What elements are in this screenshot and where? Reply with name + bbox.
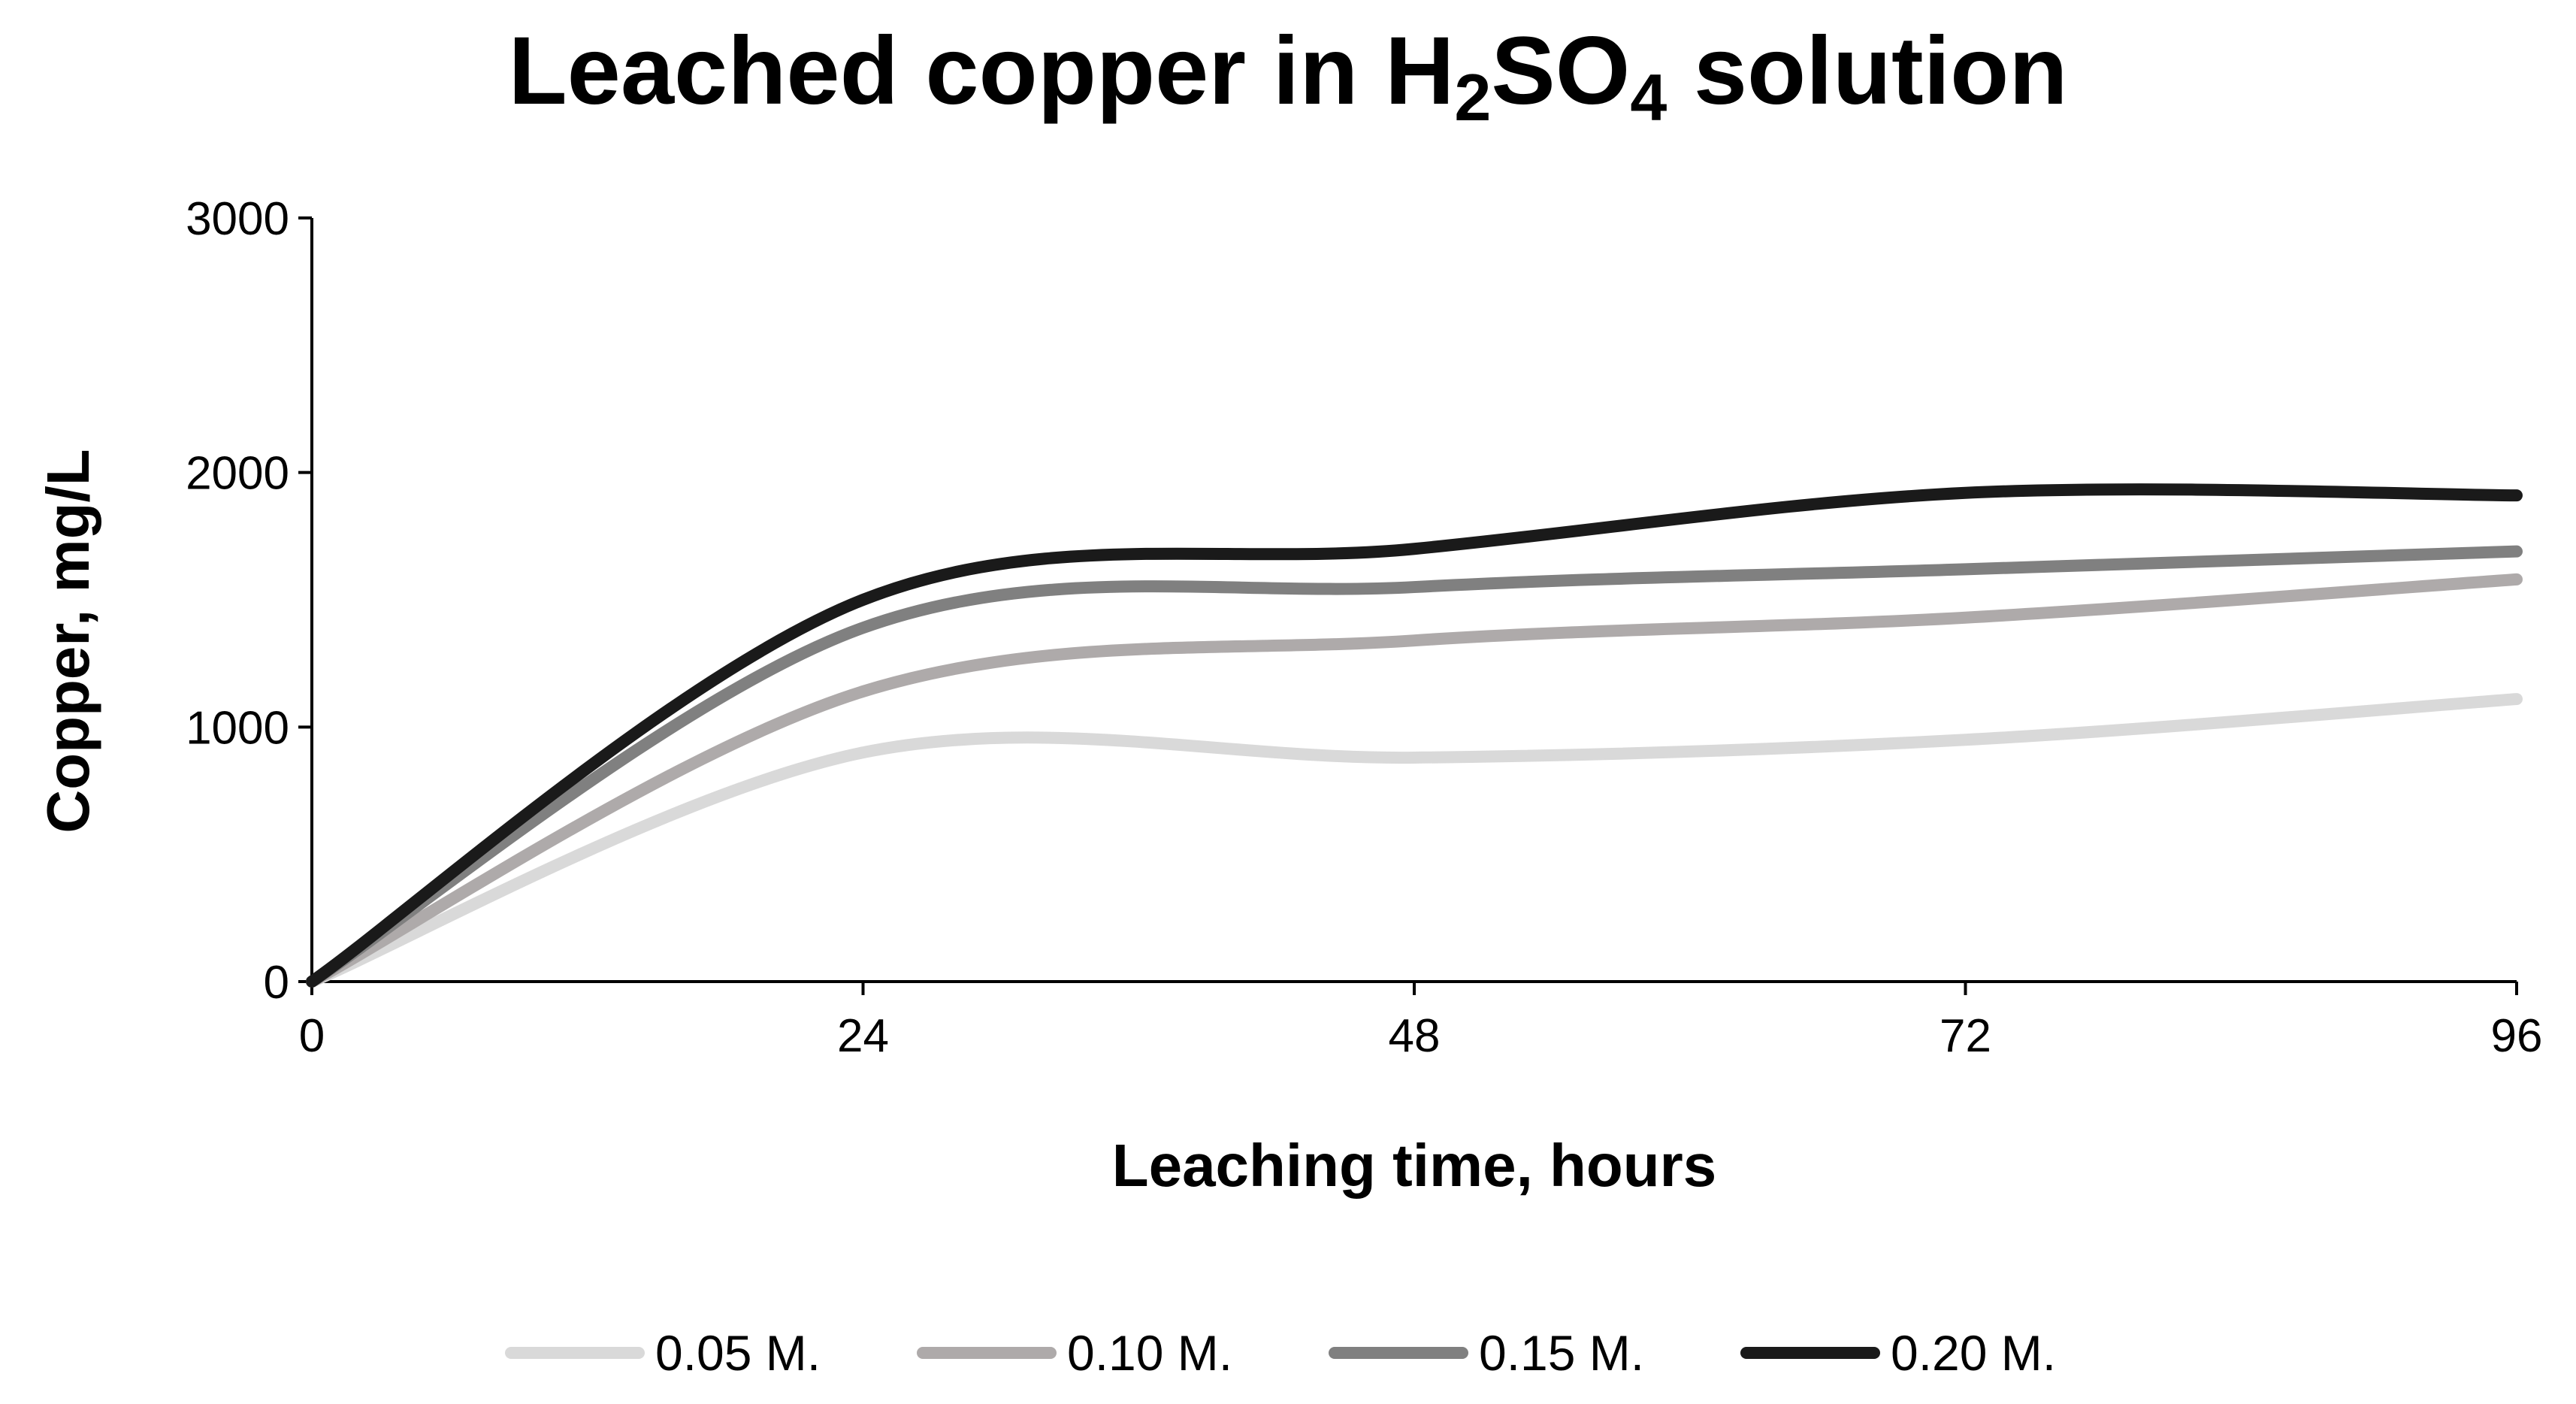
title-mid: SO <box>1491 17 1630 125</box>
y-tick-label: 1000 <box>186 702 289 754</box>
x-tick-label: 72 <box>1940 1010 1991 1062</box>
x-tick-label: 96 <box>2491 1010 2543 1062</box>
series-line-3 <box>306 545 2523 988</box>
y-ticks: 0 1000 2000 3000 <box>186 193 312 1009</box>
series-line-2 <box>306 573 2523 988</box>
y-tick-label: 0 <box>264 957 289 1009</box>
legend-label: 0.15 M. <box>1479 1325 1644 1381</box>
legend-label: 0.05 M. <box>655 1325 821 1381</box>
series-lines <box>306 483 2523 988</box>
x-tick-label: 24 <box>837 1010 889 1062</box>
title-suffix: solution <box>1667 17 2067 125</box>
y-tick-label: 3000 <box>186 193 289 245</box>
title-subscript-4: 4 <box>1630 60 1667 135</box>
x-axis-title: Leaching time, hours <box>1112 1132 1717 1199</box>
series-line-1 <box>306 693 2523 988</box>
legend-label: 0.10 M. <box>1067 1325 1232 1381</box>
series-line-4 <box>306 483 2523 988</box>
title-subscript-2: 2 <box>1454 60 1491 135</box>
chart-title: Leached copper in H2SO4 solution <box>508 17 2067 135</box>
legend-label: 0.20 M. <box>1891 1325 2056 1381</box>
x-tick-label: 48 <box>1389 1010 1441 1062</box>
title-prefix: Leached copper in H <box>508 17 1454 125</box>
y-tick-label: 2000 <box>186 448 289 500</box>
legend: 0.05 M. 0.10 M. 0.15 M. 0.20 M. <box>505 1325 2056 1381</box>
x-ticks: 0 24 48 72 96 <box>299 982 2543 1062</box>
y-axis-title: Copper, mg/L <box>35 449 101 833</box>
x-tick-label: 0 <box>299 1010 325 1062</box>
